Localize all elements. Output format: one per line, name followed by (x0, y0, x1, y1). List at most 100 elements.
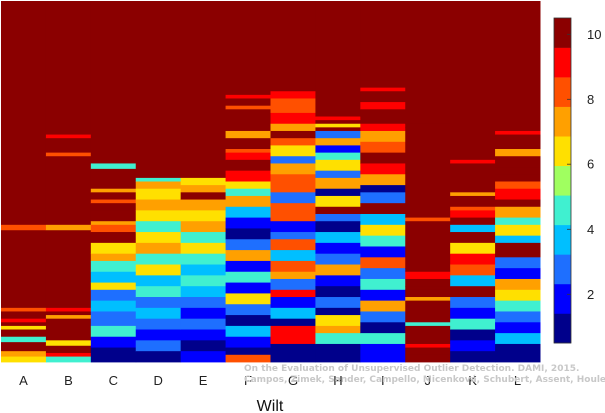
colorbar-segment (554, 283, 571, 314)
colorbar-tick-label: 6 (587, 157, 594, 172)
heatmap-cell (135, 232, 182, 244)
heatmap-cell (315, 242, 361, 255)
heatmap-cell (360, 163, 406, 175)
colorbar-tick-label: 2 (587, 287, 594, 302)
heatmap-cell (180, 232, 227, 244)
heatmap-cell (270, 278, 316, 291)
heatmap-cell (45, 134, 92, 139)
heatmap-column-K (450, 1, 496, 363)
credit-line-1: On the Evaluation of Unsupervised Outlie… (244, 364, 579, 374)
heatmap-cell (495, 343, 541, 363)
heatmap-cell (495, 268, 541, 280)
heatmap-cell (450, 145, 496, 161)
heatmap-cell (180, 177, 227, 186)
heatmap-cell (180, 199, 227, 211)
heatmap-cell (315, 325, 361, 334)
heatmap-cell (495, 149, 541, 157)
heatmap-cell (360, 289, 406, 302)
heatmap-cell (225, 94, 271, 99)
heatmap-cell (315, 188, 361, 197)
heatmap-cell (495, 300, 541, 312)
heatmap-cell (90, 232, 137, 244)
heatmap-cell (270, 318, 316, 327)
heatmap-cell (225, 354, 271, 363)
heatmap-cell (1, 224, 47, 231)
colorbar-segment (554, 106, 571, 137)
heatmap-cell (405, 271, 451, 280)
heatmap-cell (495, 311, 541, 323)
heatmap-cell (450, 264, 496, 276)
heatmap-cell (360, 1, 406, 81)
heatmap-cell (270, 221, 316, 233)
heatmap-cell (495, 289, 541, 302)
heatmap-cell (90, 1, 137, 164)
heatmap-cell (225, 1, 271, 96)
heatmap-cell (270, 145, 316, 157)
heatmap-column-D (135, 1, 182, 363)
x-tick-label: I (381, 373, 385, 388)
heatmap-cell (180, 210, 227, 222)
heatmap-cell (450, 318, 496, 330)
heatmap-cell (405, 300, 451, 323)
heatmap-column-I (360, 1, 406, 363)
heatmap-cell (360, 91, 406, 103)
heatmap-column-B (45, 1, 92, 363)
heatmap-cell (90, 221, 137, 226)
heatmap-cell (180, 221, 227, 233)
heatmap-cell (225, 250, 271, 262)
heatmap-cell (180, 297, 227, 309)
heatmap-cell (360, 235, 406, 247)
heatmap-cell (45, 356, 92, 363)
heatmap-cell (90, 192, 137, 200)
x-tick-label: C (109, 373, 118, 388)
heatmap-cell (450, 351, 496, 363)
heatmap-column-G (270, 1, 316, 363)
heatmap-cell (270, 138, 316, 146)
x-tick-label: H (333, 373, 342, 388)
heatmap-cell (495, 134, 541, 150)
heatmap-cell (225, 109, 271, 132)
heatmap-cell (225, 170, 271, 182)
heatmap-cell (225, 105, 271, 110)
heatmap-cell (315, 123, 361, 128)
heatmap-cell (270, 1, 316, 92)
heatmap-cell (45, 307, 92, 312)
heatmap-cell (1, 356, 47, 363)
heatmap-cell (225, 206, 271, 218)
heatmap-cell (315, 213, 361, 222)
heatmap-cell (1, 311, 47, 316)
heatmap-cell (450, 340, 496, 352)
heatmap-column-A (1, 1, 47, 363)
colorbar-segment (554, 18, 571, 48)
heatmap-cell (225, 152, 271, 161)
colorbar-tick-label: 4 (587, 222, 594, 237)
heatmap-cell (405, 123, 451, 128)
heatmap-cell (1, 315, 47, 320)
heatmap-cell (270, 297, 316, 309)
heatmap-cell (135, 318, 182, 330)
heatmap-column-F (225, 1, 271, 363)
heatmap-cell (360, 185, 406, 193)
heatmap-cell (315, 206, 361, 215)
heatmap-cell (405, 278, 451, 287)
heatmap-cell (270, 123, 316, 132)
heatmap-cell (270, 91, 316, 99)
heatmap-cell (90, 253, 137, 262)
heatmap-cell (225, 282, 271, 294)
heatmap-cell (135, 340, 182, 352)
heatmap-cell (495, 130, 541, 135)
heatmap-cell (45, 318, 92, 341)
colorbar-segment (554, 195, 571, 226)
heatmap-cell (495, 199, 541, 208)
x-tick-label: B (64, 373, 73, 388)
heatmap-cell (450, 195, 496, 208)
heatmap-cell (1, 325, 47, 330)
heatmap-cell (360, 257, 406, 269)
heatmap-cell (360, 333, 406, 345)
heatmap-cell (45, 1, 92, 89)
heatmap-cell (495, 224, 541, 237)
heatmap-cell (495, 242, 541, 258)
heatmap-cell (270, 239, 316, 251)
heatmap-cell (315, 120, 361, 125)
